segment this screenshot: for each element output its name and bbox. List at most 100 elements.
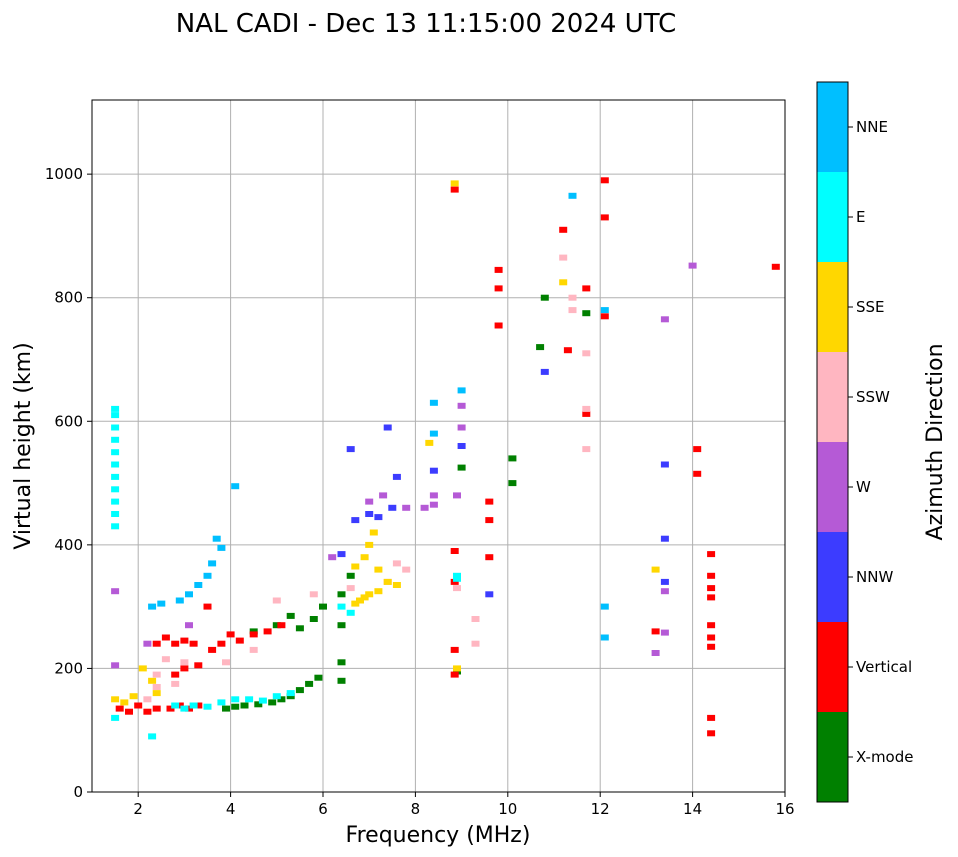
data-point bbox=[337, 603, 346, 610]
data-point bbox=[249, 646, 258, 653]
data-point bbox=[286, 690, 295, 697]
data-point bbox=[337, 551, 346, 558]
data-point bbox=[360, 554, 369, 561]
data-point bbox=[217, 544, 226, 551]
data-point bbox=[171, 640, 180, 647]
data-point bbox=[771, 263, 780, 270]
data-point bbox=[240, 702, 249, 709]
data-point bbox=[420, 504, 429, 511]
data-point bbox=[365, 591, 374, 598]
data-point bbox=[194, 702, 203, 709]
data-point bbox=[485, 554, 494, 561]
data-point bbox=[365, 511, 374, 517]
data-point bbox=[166, 705, 175, 712]
series-sse bbox=[111, 180, 660, 706]
data-point bbox=[494, 285, 503, 292]
data-point bbox=[383, 424, 392, 431]
data-point bbox=[111, 498, 120, 505]
y-tick-label: 0 bbox=[73, 783, 83, 801]
colorbar-segment bbox=[817, 712, 848, 802]
colorbar-frame bbox=[816, 81, 849, 803]
data-point bbox=[508, 480, 517, 487]
data-point bbox=[161, 656, 170, 663]
data-point bbox=[429, 430, 438, 437]
data-point bbox=[143, 640, 152, 647]
data-point bbox=[600, 307, 609, 314]
data-point bbox=[600, 177, 609, 184]
colorbar-tick-label: W bbox=[856, 478, 871, 496]
data-point bbox=[337, 677, 346, 684]
data-point bbox=[660, 316, 669, 323]
data-point bbox=[688, 262, 697, 269]
colorbar-tick-label: E bbox=[856, 208, 865, 226]
plot-frame bbox=[91, 99, 786, 793]
data-point bbox=[351, 517, 360, 524]
colorbar-tick-label: SSE bbox=[856, 298, 885, 316]
data-point bbox=[185, 705, 193, 712]
data-point bbox=[152, 671, 161, 678]
data-point bbox=[582, 285, 591, 292]
data-point bbox=[143, 708, 152, 715]
data-point bbox=[651, 628, 660, 635]
data-points bbox=[111, 177, 780, 740]
data-point bbox=[111, 461, 120, 468]
data-point bbox=[111, 412, 120, 419]
x-tick-label: 16 bbox=[775, 800, 794, 818]
data-point bbox=[337, 591, 346, 598]
data-point bbox=[175, 702, 184, 709]
data-point bbox=[383, 578, 392, 585]
data-point bbox=[148, 677, 157, 684]
grid-lines bbox=[92, 100, 785, 792]
data-point bbox=[148, 603, 157, 610]
data-point bbox=[425, 439, 434, 446]
data-point bbox=[582, 446, 591, 453]
y-tick-label: 400 bbox=[54, 536, 83, 554]
data-point bbox=[450, 646, 459, 653]
data-point bbox=[471, 616, 480, 622]
data-point bbox=[319, 603, 327, 610]
colorbar-segment bbox=[817, 172, 848, 262]
data-point bbox=[351, 563, 360, 570]
data-point bbox=[111, 523, 120, 530]
data-point bbox=[707, 714, 716, 721]
series-nnw bbox=[337, 368, 669, 598]
data-point bbox=[245, 696, 254, 703]
data-point bbox=[568, 294, 577, 301]
colorbar-segment bbox=[817, 442, 848, 532]
y-tick-label: 1000 bbox=[45, 165, 83, 183]
data-point bbox=[450, 671, 459, 678]
series-w bbox=[111, 262, 697, 669]
data-point bbox=[111, 449, 120, 456]
data-point bbox=[111, 662, 120, 669]
data-point bbox=[582, 410, 591, 417]
data-point bbox=[693, 470, 702, 477]
x-tick-label: 10 bbox=[498, 800, 517, 818]
data-point bbox=[194, 582, 203, 588]
data-point bbox=[231, 483, 240, 490]
data-point bbox=[369, 529, 378, 536]
data-point bbox=[651, 650, 660, 656]
data-point bbox=[157, 600, 166, 607]
colorbar-segment bbox=[817, 82, 848, 172]
x-tick-label: 6 bbox=[318, 800, 328, 818]
data-point bbox=[125, 708, 133, 715]
data-point bbox=[222, 705, 230, 712]
data-point bbox=[295, 625, 304, 632]
data-point bbox=[175, 597, 184, 604]
data-point bbox=[582, 350, 591, 357]
data-point bbox=[328, 554, 337, 561]
data-point bbox=[540, 368, 549, 375]
data-point bbox=[111, 424, 120, 431]
data-point bbox=[337, 659, 346, 666]
data-point bbox=[346, 572, 355, 579]
data-point bbox=[185, 591, 193, 598]
data-point bbox=[707, 622, 716, 629]
data-point bbox=[258, 697, 267, 704]
data-point bbox=[707, 572, 716, 579]
data-point bbox=[152, 690, 161, 697]
data-point bbox=[346, 446, 355, 453]
data-point bbox=[194, 662, 203, 669]
data-point bbox=[568, 192, 577, 199]
data-point bbox=[277, 696, 286, 703]
